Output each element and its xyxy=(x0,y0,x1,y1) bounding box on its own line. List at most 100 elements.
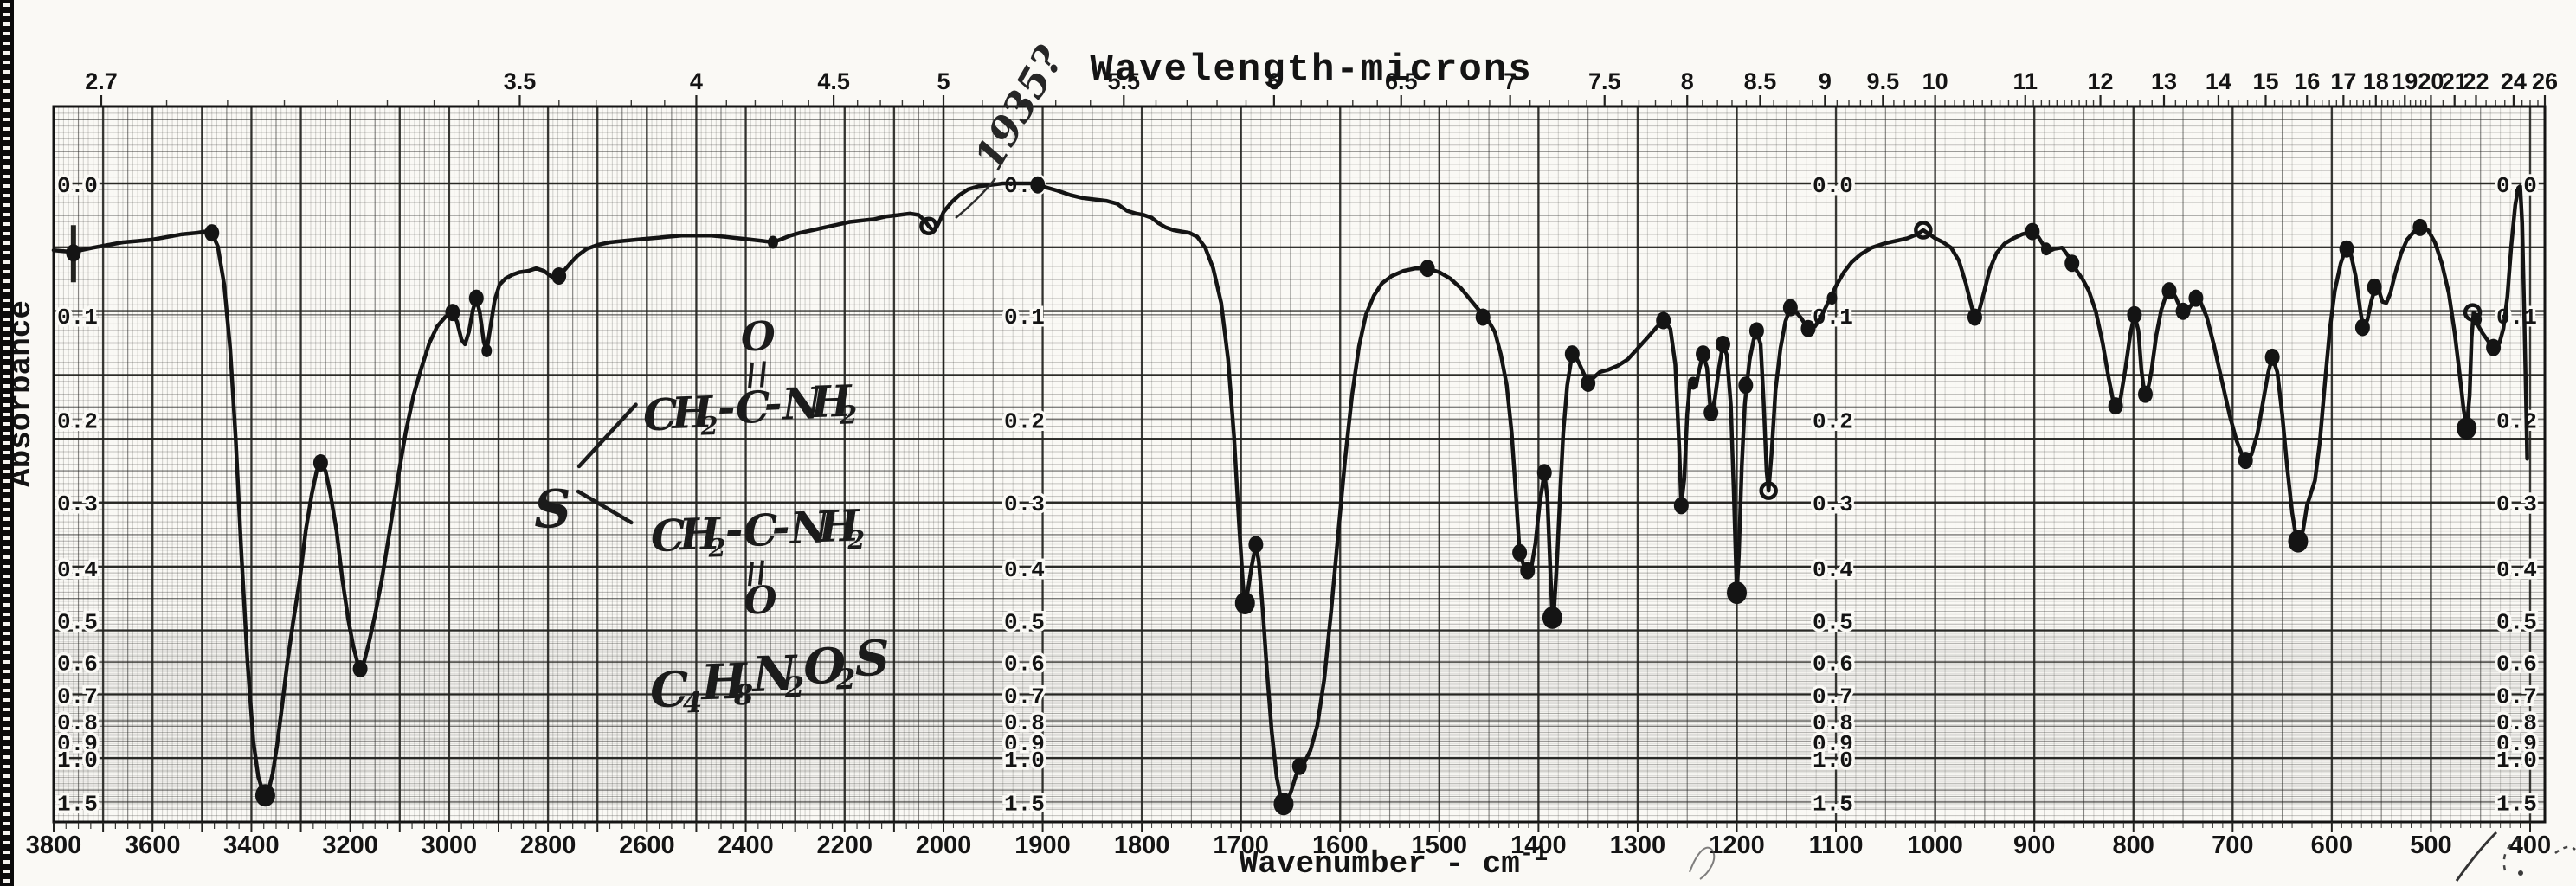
absorbance-scale-label: 0.7 xyxy=(2496,684,2537,710)
wavelength-tick-label: 24 xyxy=(2501,68,2527,94)
formula-atom: N xyxy=(780,377,825,430)
oxygen-atom: O xyxy=(740,312,776,360)
absorbance-scale-label: 0.3 xyxy=(1813,491,1853,517)
formula-atom: C xyxy=(743,504,779,556)
formula-subscript: 2 xyxy=(847,525,866,555)
wavenumber-tick-label: 2600 xyxy=(619,831,675,859)
pencil-scribble xyxy=(1689,846,1716,880)
absorbance-scale-label: 0.9 xyxy=(2496,731,2537,757)
wavelength-tick-label: 5 xyxy=(937,68,950,94)
absorbance-scale-label: 0.6 xyxy=(57,652,98,677)
wavenumber-axis-title: Wavenumber - cm-1 xyxy=(1240,842,1548,882)
wavenumber-tick-label: 3600 xyxy=(125,831,181,859)
wavelength-tick-label: 5.5 xyxy=(1108,68,1141,94)
wavelength-tick-label: 11 xyxy=(2012,68,2038,94)
absorbance-scale-label: 0.4 xyxy=(57,557,98,583)
formula-atom: C xyxy=(650,510,686,562)
formula-atom: H xyxy=(808,376,854,428)
wavenumber-tick-label: 700 xyxy=(2212,831,2253,859)
absorbance-scale-label: 0.5 xyxy=(1813,610,1853,636)
absorbance-scale-label: 0.8 xyxy=(2496,710,2537,736)
formula-bond: - xyxy=(771,501,791,553)
wavelength-tick-label: 8.5 xyxy=(1744,68,1777,94)
absorbance-scale-label: 1.0 xyxy=(57,748,98,774)
wavenumber-tick-label: 1400 xyxy=(1510,831,1567,859)
formula-subscript: 2 xyxy=(783,671,805,704)
wavelength-tick-label: 14 xyxy=(2206,68,2231,94)
wavenumber-tick-label: 1100 xyxy=(1809,831,1864,859)
absorbance-scale-label: 0.0 xyxy=(2496,173,2537,199)
wavelength-tick-label: 3.5 xyxy=(504,68,537,94)
formula-subscript: 2 xyxy=(699,411,718,441)
formula-atom: C xyxy=(735,381,771,433)
wavelength-tick-label: 12 xyxy=(2088,68,2114,94)
formula-subscript: 2 xyxy=(834,663,856,697)
wavenumber-tick-label: 1800 xyxy=(1114,831,1170,859)
formula-atom: H xyxy=(677,508,723,561)
wavelength-tick-label: 15 xyxy=(2252,68,2278,94)
wavenumber-tick-label: 900 xyxy=(2013,831,2055,859)
formula-atom: H xyxy=(816,500,862,553)
absorbance-scale-label: 0.7 xyxy=(1004,684,1045,710)
wavelength-axis: 2.7 3.5 4 4.5 5 5.5 6 6.5 7 7.5 8 8.5 9 9.5 10 11 12 13 14… xyxy=(85,48,2558,106)
wavenumber-tick-label: 2200 xyxy=(817,831,873,859)
wavenumber-tick-label: 600 xyxy=(2311,831,2353,859)
formula-atom: C xyxy=(649,661,690,720)
absorbance-scale-label: 0.3 xyxy=(1004,491,1045,517)
wavenumber-tick-label: 1200 xyxy=(1709,831,1765,859)
absorbance-scale-label: 0.6 xyxy=(1813,652,1853,677)
absorbance-scale-label: 0.5 xyxy=(57,610,98,636)
absorbance-scale-label: 1.5 xyxy=(1813,792,1853,818)
wavelength-tick-label: 20 xyxy=(2418,68,2444,94)
wavenumber-tick-label: 1600 xyxy=(1312,831,1368,859)
wavelength-tick-label: 7.5 xyxy=(1588,68,1621,94)
wavenumber-tick-label: 1900 xyxy=(1014,831,1071,859)
wavelength-tick-label: 9 xyxy=(1819,68,1832,94)
absorbance-scale-label: 0.8 xyxy=(1004,710,1045,736)
wavenumber-tick-label: 400 xyxy=(2509,831,2551,859)
formula-subscript: 8 xyxy=(732,678,754,712)
absorbance-scale-label: 0.9 xyxy=(1004,731,1045,757)
absorbance-scale-label: 0.1 xyxy=(57,305,98,331)
wavelength-tick-label: 26 xyxy=(2532,68,2558,94)
wavenumber-tick-label: 3000 xyxy=(422,831,478,859)
absorbance-scale-label: 1.5 xyxy=(2496,792,2537,818)
absorbance-scale-label: 0.9 xyxy=(1813,731,1853,757)
absorbance-scale-label: 0.2 xyxy=(1004,408,1045,434)
absorbance-scale-label: 0.3 xyxy=(2496,491,2537,517)
absorbance-scale-label: 1.0 xyxy=(1004,748,1045,774)
absorbance-scale-label: 0.2 xyxy=(1813,408,1853,434)
formula-atom: H xyxy=(699,652,750,711)
absorbance-scale-label: 0.4 xyxy=(1004,557,1045,583)
wavenumber-tick-label: 1300 xyxy=(1610,831,1666,859)
formula-subscript: 2 xyxy=(839,400,858,430)
oxygen-atom: O xyxy=(744,578,778,623)
absorbance-scale-label: 0.5 xyxy=(1004,610,1045,636)
wavelength-tick-label: 8 xyxy=(1681,68,1694,94)
wavelength-tick-label: 22 xyxy=(2463,68,2489,94)
grid xyxy=(52,106,2545,824)
wavenumber-tick-label: 2400 xyxy=(718,831,774,859)
wavelength-axis-title: Wavelength-microns xyxy=(1090,48,1532,92)
absorbance-scale-label: 1.0 xyxy=(1813,748,1853,774)
absorbance-scale-label: 0.1 xyxy=(1004,305,1045,331)
absorbance-scale-label: 0.8 xyxy=(1813,710,1853,736)
absorbance-scale-label: 0.6 xyxy=(2496,652,2537,677)
wavelength-tick-label: 17 xyxy=(2330,68,2356,94)
wavenumber-tick-label: 1700 xyxy=(1213,831,1269,859)
formula-bond: - xyxy=(717,382,737,433)
absorbance-scale-label: 0.7 xyxy=(1813,684,1853,710)
wavenumber-tick-label: 3400 xyxy=(223,831,280,859)
wavelength-tick-label: 6 xyxy=(1267,68,1280,94)
absorbance-scale-label: 0.4 xyxy=(2496,557,2537,583)
wavelength-tick-label: 9.5 xyxy=(1867,68,1900,94)
absorbance-scale-label: 0.4 xyxy=(1813,557,1853,583)
wavenumber-tick-label: 2000 xyxy=(916,831,972,859)
pencil-arc-mark xyxy=(2502,838,2520,871)
sulfur-atom: S xyxy=(533,478,573,540)
wavelength-tick-label: 4 xyxy=(690,68,703,94)
wavenumber-axis: 3800 3600 3400 3200 3000 2800 2600 2400 2200 2000… xyxy=(26,822,2551,882)
absorbance-scale-label: 0.5 xyxy=(2496,610,2537,636)
